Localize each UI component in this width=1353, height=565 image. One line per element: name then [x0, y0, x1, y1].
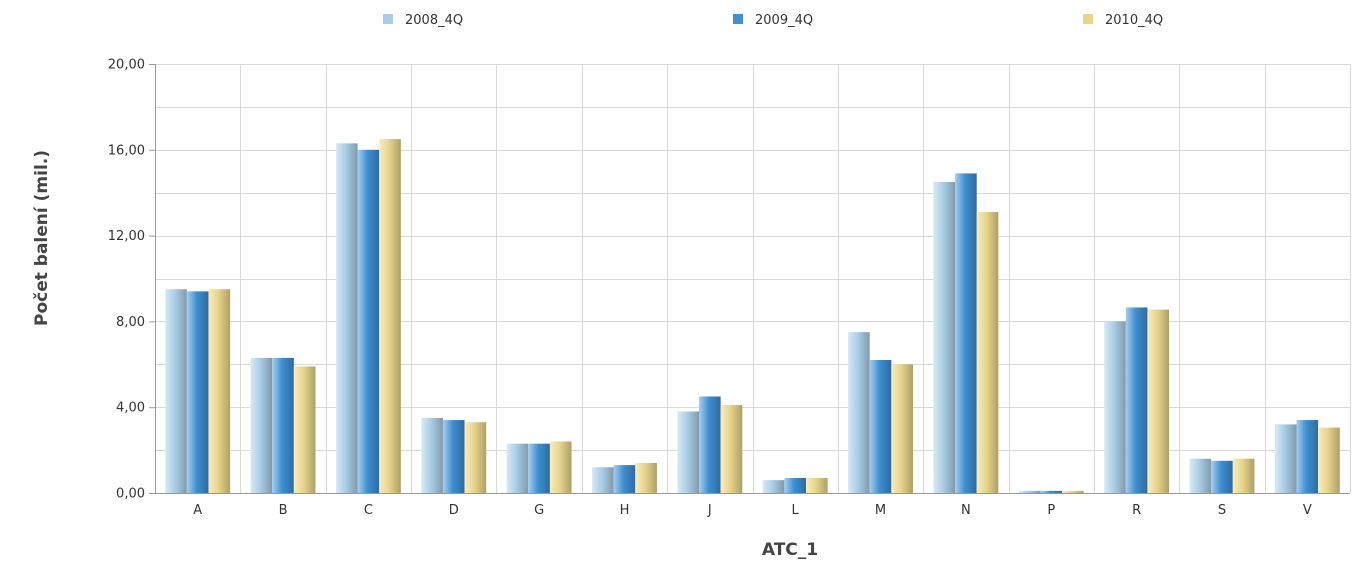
bar-2008_4Q-H [592, 467, 614, 493]
y-tick-label: 4,00 [116, 401, 145, 416]
x-tick-label: C [364, 503, 373, 518]
bar-2010_4Q-G [549, 441, 572, 493]
bar-2008_4Q-J [677, 411, 700, 493]
bar-2008_4Q-R [1104, 321, 1126, 493]
legend-swatch [733, 14, 743, 24]
bar-2010_4Q-B [293, 366, 316, 493]
bar-2008_4Q-V [1274, 424, 1297, 493]
bar-2009_4Q-S [1211, 460, 1233, 493]
legend-label: 2009_4Q [755, 13, 813, 28]
y-tick-label: 16,00 [108, 143, 145, 158]
x-tick-label: R [1132, 503, 1141, 518]
bar-2008_4Q-L [762, 480, 785, 493]
x-tick-label: P [1047, 503, 1055, 518]
bar-2010_4Q-S [1232, 458, 1255, 493]
bar-2009_4Q-N [955, 173, 977, 493]
x-axis-title: ATC_1 [762, 540, 818, 560]
bar-2009_4Q-B [272, 357, 294, 493]
bar-2008_4Q-B [250, 357, 273, 493]
y-tick-label: 20,00 [108, 58, 145, 73]
bar-2010_4Q-H [635, 462, 657, 493]
bar-2010_4Q-N [976, 212, 999, 493]
bars [165, 139, 1340, 494]
bar-2009_4Q-R [1125, 307, 1148, 493]
bar-2009_4Q-J [699, 396, 721, 493]
x-tick-label: G [534, 503, 544, 518]
legend-swatch [383, 14, 393, 24]
bar-2008_4Q-A [165, 289, 187, 493]
bar-2010_4Q-C [379, 139, 401, 493]
axes: 0,00 4,00 8,00 12,00 16,00 20,00 A B C D G H J L M N P R S… [108, 58, 1350, 518]
bar-2009_4Q-A [186, 291, 209, 493]
x-tick-label: J [707, 503, 712, 518]
bar-2009_4Q-V [1296, 420, 1319, 493]
x-tick-label: V [1303, 503, 1312, 518]
bar-2010_4Q-P [1062, 490, 1084, 493]
bar-2010_4Q-V [1318, 427, 1340, 493]
legend-label: 2010_4Q [1105, 13, 1163, 28]
bar-2010_4Q-R [1147, 309, 1170, 493]
bar-2008_4Q-S [1189, 458, 1212, 493]
bar-2009_4Q-G [528, 443, 550, 493]
bar-2009_4Q-H [613, 465, 636, 493]
gridlines [155, 64, 1351, 494]
y-tick-label: 12,00 [108, 229, 145, 244]
x-tick-label: B [279, 503, 288, 518]
legend: 2008_4Q 2009_4Q 2010_4Q [383, 13, 1163, 28]
x-tick-label: L [792, 503, 800, 518]
legend-swatch [1083, 14, 1093, 24]
bar-2010_4Q-M [891, 364, 913, 493]
bar-2009_4Q-C [357, 149, 380, 494]
bar-2008_4Q-M [848, 332, 870, 494]
bar-2008_4Q-D [421, 417, 443, 493]
y-tick-label: 8,00 [116, 315, 145, 330]
bar-2010_4Q-D [464, 422, 487, 493]
bar-2009_4Q-P [1040, 490, 1063, 493]
bar-2009_4Q-M [869, 360, 892, 493]
y-tick-label: 0,00 [116, 487, 145, 502]
x-tick-label: S [1218, 503, 1226, 518]
bar-2008_4Q-G [506, 443, 529, 493]
x-tick-label: A [193, 503, 202, 518]
bar-2008_4Q-C [335, 143, 358, 494]
bar-2010_4Q-J [720, 405, 743, 493]
x-tick-label: M [875, 503, 886, 518]
bar-2008_4Q-P [1018, 490, 1041, 493]
y-axis-title: Počet balení (mil.) [32, 150, 52, 326]
bar-2009_4Q-D [442, 420, 465, 493]
bar-2008_4Q-N [933, 181, 956, 494]
bar-2010_4Q-L [805, 477, 828, 493]
x-tick-label: H [620, 503, 630, 518]
x-tick-label: D [449, 503, 459, 518]
bar-2010_4Q-A [208, 289, 231, 493]
x-tick-label: N [961, 503, 971, 518]
bar-2009_4Q-L [784, 477, 806, 493]
legend-label: 2008_4Q [405, 13, 463, 28]
